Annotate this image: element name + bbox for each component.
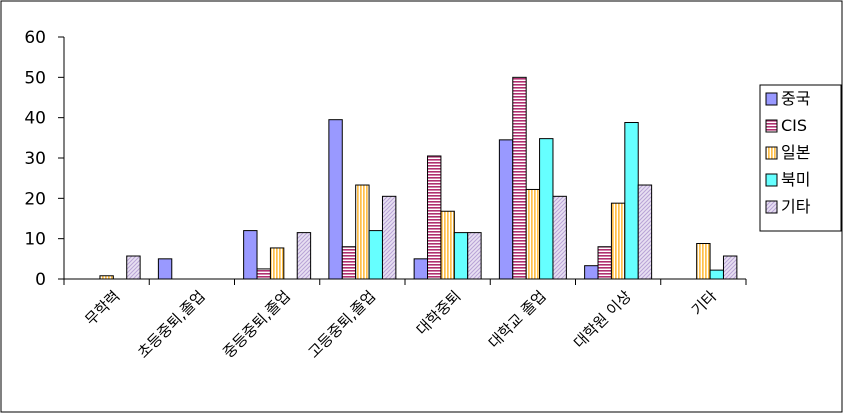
legend-label: 일본 bbox=[781, 143, 810, 162]
bar bbox=[453, 232, 469, 280]
bar bbox=[269, 247, 285, 280]
bar bbox=[243, 230, 258, 280]
bar bbox=[696, 243, 711, 280]
legend-label: 중국 bbox=[781, 89, 810, 108]
bar bbox=[427, 155, 442, 280]
bar bbox=[126, 255, 141, 280]
y-tick-label: 0 bbox=[35, 270, 46, 290]
legend-label: 북미 bbox=[781, 170, 810, 189]
bar bbox=[610, 202, 626, 280]
bar bbox=[341, 246, 357, 280]
bar bbox=[381, 195, 397, 280]
y-tick-label: 30 bbox=[24, 149, 46, 169]
bar bbox=[525, 188, 541, 280]
bar bbox=[552, 195, 567, 280]
legend-swatch bbox=[765, 92, 778, 106]
bar bbox=[328, 119, 343, 280]
bar bbox=[413, 258, 429, 280]
y-tick-label: 50 bbox=[24, 68, 46, 88]
bar bbox=[539, 138, 554, 280]
bar bbox=[624, 122, 639, 280]
bar bbox=[597, 246, 612, 280]
bar bbox=[256, 268, 271, 280]
bar bbox=[355, 184, 370, 280]
bar bbox=[296, 232, 312, 280]
bar bbox=[512, 76, 527, 280]
legend-swatch bbox=[765, 200, 778, 214]
legend-label: 기타 bbox=[781, 197, 811, 216]
bar bbox=[157, 258, 173, 280]
y-tick-label: 20 bbox=[24, 189, 46, 209]
y-tick-label: 10 bbox=[24, 230, 46, 250]
bar bbox=[584, 265, 599, 280]
bar bbox=[637, 184, 653, 280]
bar bbox=[368, 230, 383, 280]
legend-swatch bbox=[765, 173, 778, 187]
legend-swatch bbox=[765, 146, 778, 160]
bar bbox=[709, 269, 724, 280]
bar bbox=[467, 232, 482, 280]
legend-swatch bbox=[765, 119, 778, 133]
y-tick-label: 60 bbox=[24, 28, 46, 48]
bar bbox=[722, 255, 738, 280]
legend-label: CIS bbox=[781, 116, 807, 135]
y-tick-label: 40 bbox=[24, 109, 46, 129]
bar bbox=[440, 210, 455, 280]
y-axis: 0 10 20 30 40 50 60 bbox=[24, 28, 65, 290]
bar bbox=[498, 139, 514, 280]
